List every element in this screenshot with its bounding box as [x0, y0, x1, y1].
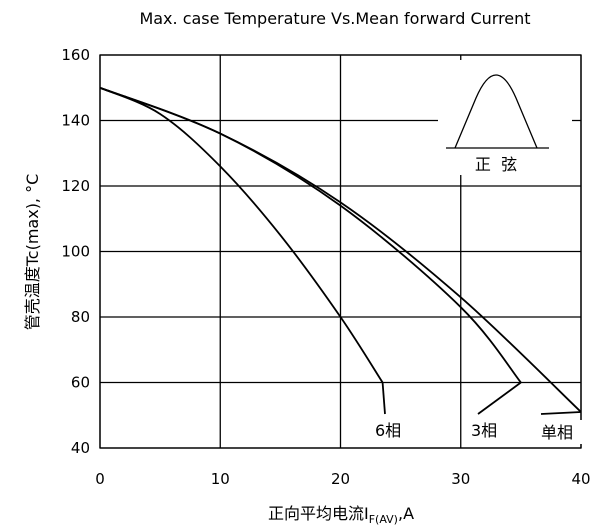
curve-leader-0	[381, 382, 386, 415]
curve-series-2	[99, 86, 582, 413]
series-label-background	[370, 418, 418, 442]
y-tick-label: 40	[71, 439, 90, 457]
curve-leader-2	[540, 411, 582, 415]
y-tick-label: 60	[71, 374, 90, 392]
inset-label: 正 弦	[475, 155, 517, 174]
y-tick-label: 120	[61, 177, 90, 195]
x-tick-label: 40	[571, 470, 590, 488]
series-label: 3相	[471, 421, 497, 440]
y-tick-label: 160	[61, 46, 90, 64]
x-axis-label: 正向平均电流IF(AV),A	[268, 504, 414, 526]
plot-area-frame	[99, 54, 582, 449]
series-label: 单相	[541, 423, 573, 442]
sine-waveform-inset: 正 弦	[438, 60, 572, 175]
curve-leader-1	[477, 381, 522, 415]
sine-pulse-icon	[454, 74, 538, 149]
y-tick-label: 100	[61, 243, 90, 261]
x-tick-label: 30	[451, 470, 470, 488]
series-label: 6相	[375, 421, 401, 440]
y-axis-label: 管壳温度Tc(max), °C	[23, 174, 42, 331]
x-axis-label-subscript: F(AV)	[369, 513, 398, 526]
data-curves	[99, 86, 582, 415]
series-labels: 6相 3相 单相	[370, 418, 584, 444]
y-tick-label: 140	[61, 112, 90, 130]
chart-title: Max. case Temperature Vs.Mean forward Cu…	[139, 9, 530, 28]
x-axis-label-main: 正向平均电流I	[268, 504, 369, 523]
x-tick-label: 0	[95, 470, 105, 488]
y-tick-label: 80	[71, 308, 90, 326]
x-axis-ticks: 0 10 20 30 40	[95, 470, 590, 488]
x-axis-label-unit: ,A	[398, 504, 414, 523]
series-label-background	[466, 418, 514, 442]
x-tick-label: 10	[211, 470, 230, 488]
series-label-background	[536, 420, 584, 444]
x-tick-label: 20	[331, 470, 350, 488]
y-axis-ticks: 40 60 80 100 120 140 160	[61, 46, 90, 457]
curve-series-0	[99, 86, 384, 383]
